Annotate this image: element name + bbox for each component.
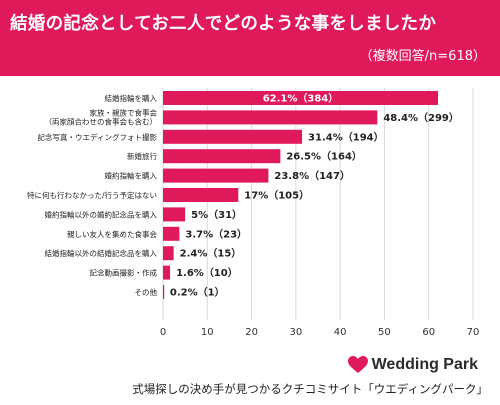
data-label: 5%（31） [191,208,242,221]
data-label: 62.1%（384） [263,92,339,105]
x-tick-label: 40 [334,327,347,338]
chart-title: 結婚の記念としてお二人でどのような事をしましたか [10,14,437,34]
x-tick-label: 20 [245,327,258,338]
data-label: 1.6%（10） [176,266,238,279]
bar [163,246,174,261]
x-tick-label: 70 [467,327,480,338]
bar [163,285,165,299]
bar [163,188,239,202]
x-tick-label: 0 [160,327,166,338]
data-label: 3.7%（23） [185,227,247,240]
x-tick-label: 50 [378,327,391,338]
brand-name: Wedding Park [371,356,478,373]
header-banner: 結婚の記念としてお二人でどのような事をしましたか （複数回答/n=618） [0,0,500,76]
category-label: 新婚旅行 [127,151,157,161]
bar [163,226,180,241]
bar [163,207,186,222]
bar [163,265,171,280]
heart-icon [347,356,368,373]
category-label: 親しい友人を集めた食事会 [67,229,157,239]
brand-logo: Wedding Park [347,356,478,374]
bar [163,110,378,125]
bar [163,91,439,105]
bar-chart: 0 10 20 30 40 50 60 70 結婚指輪を購入 62.1%（384） 家族・親族で食事… [27,88,480,338]
category-label: 記念写真・ウエディングフォト撮影 [38,132,158,142]
data-label: 26.5%（164） [286,150,362,163]
x-tick-label: 10 [201,327,214,338]
data-label: 48.4%（299） [383,111,459,124]
category-label: 婚約指輪を購入 [105,171,158,181]
category-label: 記念動画撮影・作成 [90,268,158,278]
category-label: 特に何も行わなかった/行う予定はない [27,190,157,200]
x-tick-label: 60 [422,327,435,338]
sample-note: （複数回答/n=618） [359,49,486,64]
category-label: （両家顔合わせの食事会も含む） [45,116,158,126]
category-label: 結婚指輪を購入 [105,93,158,103]
data-label: 23.8%（147） [274,169,350,182]
bar [163,129,303,144]
data-label: 2.4%（15） [180,247,242,260]
category-label: 結婚指輪以外の結婚記念品を購入 [45,248,158,258]
category-label: その他 [135,287,158,297]
category-label: 家族・親族で食事会 [90,107,158,117]
footer-caption: 式場探しの決め手が見つかるクチコミサイト「ウエディングパーク」 [132,382,488,396]
bar [163,168,269,183]
bar [163,149,281,164]
x-tick-label: 30 [289,327,302,338]
data-label: 0.2%（1） [170,286,225,299]
category-label: 婚約指輪以外の婚約記念品を購入 [45,209,158,219]
data-label: 31.4%（194） [308,130,384,143]
data-label: 17%（105） [244,189,309,202]
